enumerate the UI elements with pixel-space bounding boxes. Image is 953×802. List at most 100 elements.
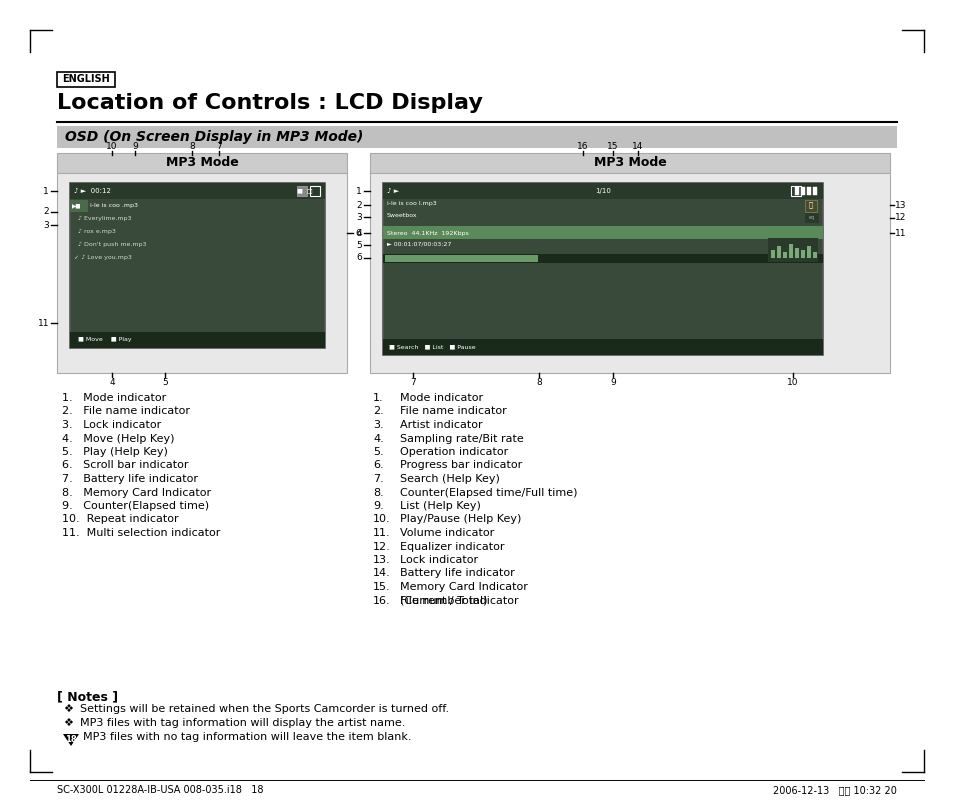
Bar [385,255,537,262]
Text: 4.   Move (Help Key): 4. Move (Help Key) [62,434,174,444]
Bar [296,186,307,196]
Text: 18: 18 [65,735,77,744]
Bar [70,183,325,348]
Polygon shape [63,734,79,746]
Text: MP3 Mode: MP3 Mode [166,156,238,169]
Bar [782,252,786,258]
Text: 1/10: 1/10 [595,188,610,194]
Text: 14.: 14. [373,569,391,578]
Bar [382,226,822,239]
Text: 5.: 5. [373,447,383,457]
Text: Mode indicator: Mode indicator [399,393,482,403]
Text: 12.: 12. [373,541,391,552]
Text: ■ Move    ■ Play: ■ Move ■ Play [78,338,132,342]
Text: 13.: 13. [373,555,390,565]
Text: Equalizer indicator: Equalizer indicator [399,541,504,552]
Bar [57,173,347,373]
Text: Battery life indicator: Battery life indicator [399,569,515,578]
Text: 14: 14 [632,142,643,151]
Text: Search (Help Key): Search (Help Key) [399,474,499,484]
Text: 5.   Play (Help Key): 5. Play (Help Key) [62,447,168,457]
Text: 11.: 11. [373,528,390,538]
Text: 11: 11 [37,318,49,327]
Text: ▶■: ▶■ [71,204,81,209]
Text: 1: 1 [355,187,361,196]
Bar [804,200,816,212]
Text: 8.   Memory Card Indicator: 8. Memory Card Indicator [62,488,211,497]
Text: 3.: 3. [373,420,383,430]
Text: ♪ ►: ♪ ► [387,188,398,194]
Text: Lock indicator: Lock indicator [399,555,477,565]
Text: ► 00:01:07/00:03:27: ► 00:01:07/00:03:27 [387,241,451,246]
Text: 3: 3 [355,213,361,221]
Text: 2: 2 [43,208,49,217]
Text: 7: 7 [410,378,416,387]
Text: 2.   File name indicator: 2. File name indicator [62,407,190,416]
Text: 6.   Scroll bar indicator: 6. Scroll bar indicator [62,460,189,471]
Text: (Current / Total): (Current / Total) [399,596,487,606]
Text: 1.   Mode indicator: 1. Mode indicator [62,393,166,403]
Bar [382,339,822,355]
Bar [806,246,810,258]
Text: ♪ Don't push me.mp3: ♪ Don't push me.mp3 [74,241,147,247]
Bar [770,250,774,258]
Bar [794,248,799,258]
Bar [788,244,792,258]
Text: ♪ ►  00:12: ♪ ► 00:12 [74,188,111,194]
Bar [370,173,889,373]
Text: 8: 8 [189,142,194,151]
Text: 13: 13 [894,200,905,209]
Text: 6.: 6. [373,460,383,471]
Text: 10.: 10. [373,515,390,525]
Text: File name indicator: File name indicator [399,407,506,416]
Bar [806,187,810,195]
Text: eq: eq [808,216,814,221]
Bar [776,246,781,258]
Text: 8: 8 [536,378,541,387]
Text: i-le is coo l.mp3: i-le is coo l.mp3 [387,201,436,206]
Text: 4: 4 [356,229,361,237]
Text: 16.: 16. [373,596,390,606]
Bar [790,186,801,196]
Bar [370,153,889,173]
Text: 6: 6 [355,253,361,262]
Text: Counter(Elapsed time/Full time): Counter(Elapsed time/Full time) [399,488,577,497]
Text: Memory Card Indicator: Memory Card Indicator [399,582,527,592]
Text: 7.   Battery life indicator: 7. Battery life indicator [62,474,198,484]
Text: ♪ rox e.mp3: ♪ rox e.mp3 [74,229,115,233]
Text: 9.   Counter(Elapsed time): 9. Counter(Elapsed time) [62,501,209,511]
Text: 7.: 7. [373,474,383,484]
Text: 10.  Repeat indicator: 10. Repeat indicator [62,515,178,525]
Text: [ Notes ]: [ Notes ] [57,690,118,703]
Text: ENGLISH: ENGLISH [62,75,110,84]
Text: ❖: ❖ [63,704,73,714]
Text: MP3 files with tag information will display the artist name.: MP3 files with tag information will disp… [80,718,405,728]
Text: ⚿: ⚿ [808,201,812,209]
Bar [812,252,816,258]
Text: Stereo  44.1KHz  192Kbps: Stereo 44.1KHz 192Kbps [387,230,468,236]
Text: 15: 15 [607,142,618,151]
Text: 4: 4 [109,378,114,387]
Text: 11: 11 [894,229,905,237]
Text: Operation indicator: Operation indicator [399,447,508,457]
Text: Location of Controls : LCD Display: Location of Controls : LCD Display [57,93,482,113]
Bar [382,183,822,355]
Text: ❖: ❖ [63,718,73,728]
Text: 5: 5 [355,241,361,249]
Bar [70,332,325,348]
Text: 16: 16 [577,142,588,151]
Text: 8.: 8. [373,488,383,497]
Text: Progress bar indicator: Progress bar indicator [399,460,521,471]
Text: ♪ Everylime.mp3: ♪ Everylime.mp3 [74,215,132,221]
Text: 11.  Multi selection indicator: 11. Multi selection indicator [62,528,220,538]
Text: File number indicator: File number indicator [399,596,518,606]
Text: List (Help Key): List (Help Key) [399,501,480,511]
Text: 15.: 15. [373,582,390,592]
Text: MP3 files with no tag information will leave the item blank.: MP3 files with no tag information will l… [83,732,411,742]
Text: 12: 12 [894,213,905,222]
Bar [382,254,822,263]
Text: 9.: 9. [373,501,383,511]
Text: 10: 10 [106,142,117,151]
Bar [57,72,115,87]
Text: ■ Search   ■ List   ■ Pause: ■ Search ■ List ■ Pause [389,345,476,350]
